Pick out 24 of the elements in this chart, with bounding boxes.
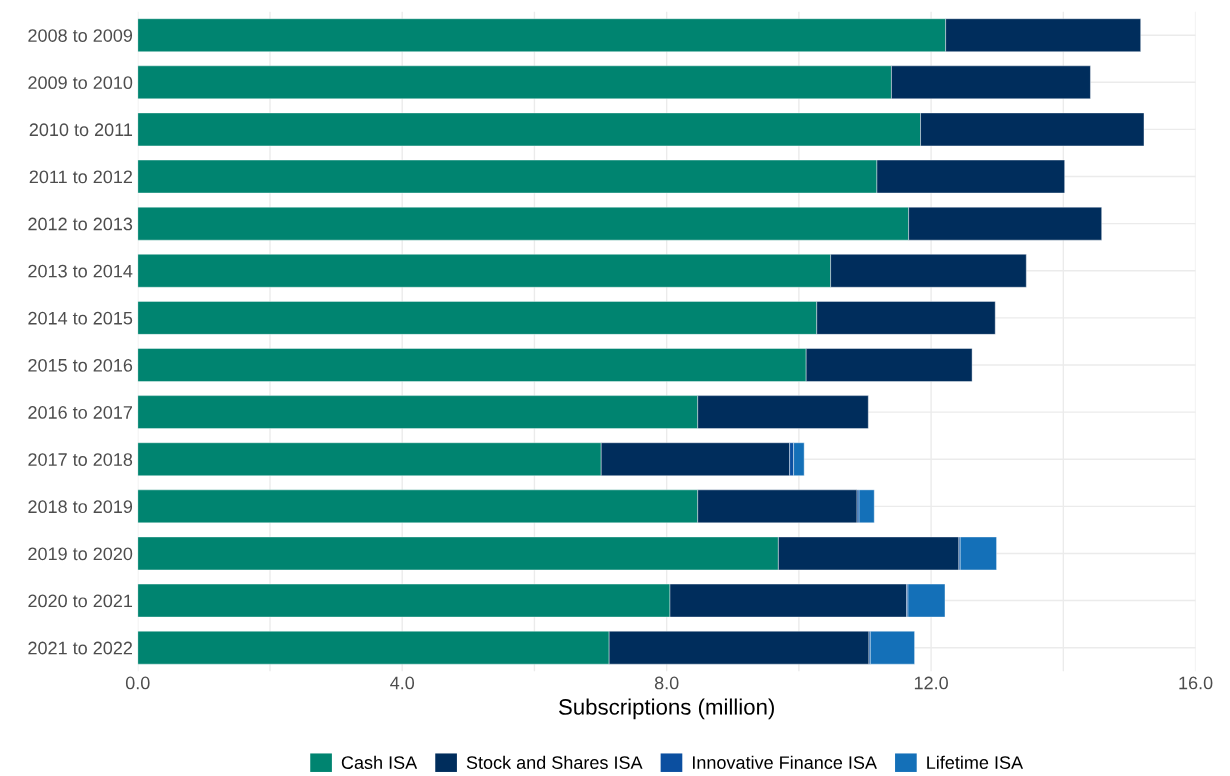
- y-tick-label: 2010 to 2011: [29, 123, 133, 137]
- y-tick-label: 2020 to 2021: [28, 594, 133, 608]
- y-tick-label: 2011 to 2012: [29, 170, 132, 184]
- y-tick-label: 2021 to 2022: [28, 641, 132, 655]
- y-tick-label: 2009 to 2010: [28, 76, 133, 90]
- y-tick-label: 2016 to 2017: [28, 406, 132, 419]
- y-tick-label: 2015 to 2016: [28, 358, 133, 372]
- x-tick-label: 8.0: [654, 676, 679, 690]
- y-tick-label: 2017 to 2018: [28, 453, 133, 466]
- y-tick-label: 2012 to 2013: [28, 217, 133, 231]
- legend-label: Stock and Shares ISA: [466, 755, 643, 769]
- y-tick-label: 2008 to 2009: [28, 29, 133, 42]
- y-tick-label: 2014 to 2015: [28, 311, 133, 325]
- y-tick-label: 2013 to 2014: [28, 264, 133, 278]
- x-tick-label: 4.0: [390, 676, 415, 690]
- y-tick-label: 2019 to 2020: [28, 547, 133, 561]
- legend-label: Lifetime ISA: [927, 755, 1024, 769]
- x-tick-label: 0.0: [125, 676, 150, 690]
- x-tick-label: 12.0: [914, 676, 948, 690]
- x-axis-title: Subscriptions (million): [559, 698, 774, 720]
- y-tick-label: 2018 to 2019: [28, 500, 133, 514]
- legend-label: Innovative Finance ISA: [693, 755, 877, 769]
- x-tick-label: 16.0: [1179, 676, 1213, 690]
- legend-label: Cash ISA: [341, 755, 418, 769]
